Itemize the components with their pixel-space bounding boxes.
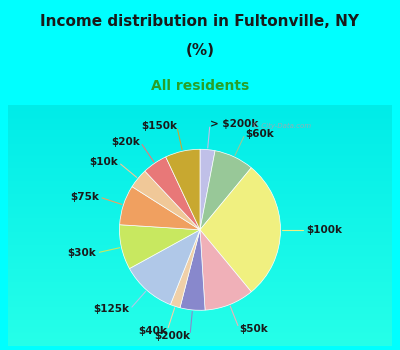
Wedge shape — [145, 157, 200, 230]
Text: $20k: $20k — [112, 137, 140, 147]
Text: $50k: $50k — [239, 323, 268, 334]
Text: Income distribution in Fultonville, NY: Income distribution in Fultonville, NY — [40, 14, 360, 28]
Wedge shape — [170, 230, 200, 308]
Wedge shape — [132, 171, 200, 230]
Text: $30k: $30k — [68, 248, 96, 258]
Text: > $200k: > $200k — [210, 119, 258, 129]
Wedge shape — [166, 149, 200, 230]
Text: (%): (%) — [186, 43, 214, 58]
Text: $75k: $75k — [70, 192, 99, 202]
Text: $100k: $100k — [306, 225, 342, 235]
Text: $10k: $10k — [89, 157, 118, 167]
Wedge shape — [200, 230, 251, 310]
Text: All residents: All residents — [151, 79, 249, 93]
Text: $150k: $150k — [141, 121, 177, 131]
Text: $125k: $125k — [94, 304, 130, 315]
Wedge shape — [130, 230, 200, 304]
Wedge shape — [200, 151, 251, 230]
Text: © City-Data.com: © City-Data.com — [252, 122, 312, 128]
Wedge shape — [120, 225, 200, 268]
Wedge shape — [180, 230, 205, 310]
Wedge shape — [120, 187, 200, 230]
Wedge shape — [200, 168, 280, 292]
Wedge shape — [200, 149, 215, 230]
Text: $60k: $60k — [245, 129, 274, 139]
Text: $40k: $40k — [138, 326, 167, 336]
Text: $200k: $200k — [154, 330, 190, 341]
